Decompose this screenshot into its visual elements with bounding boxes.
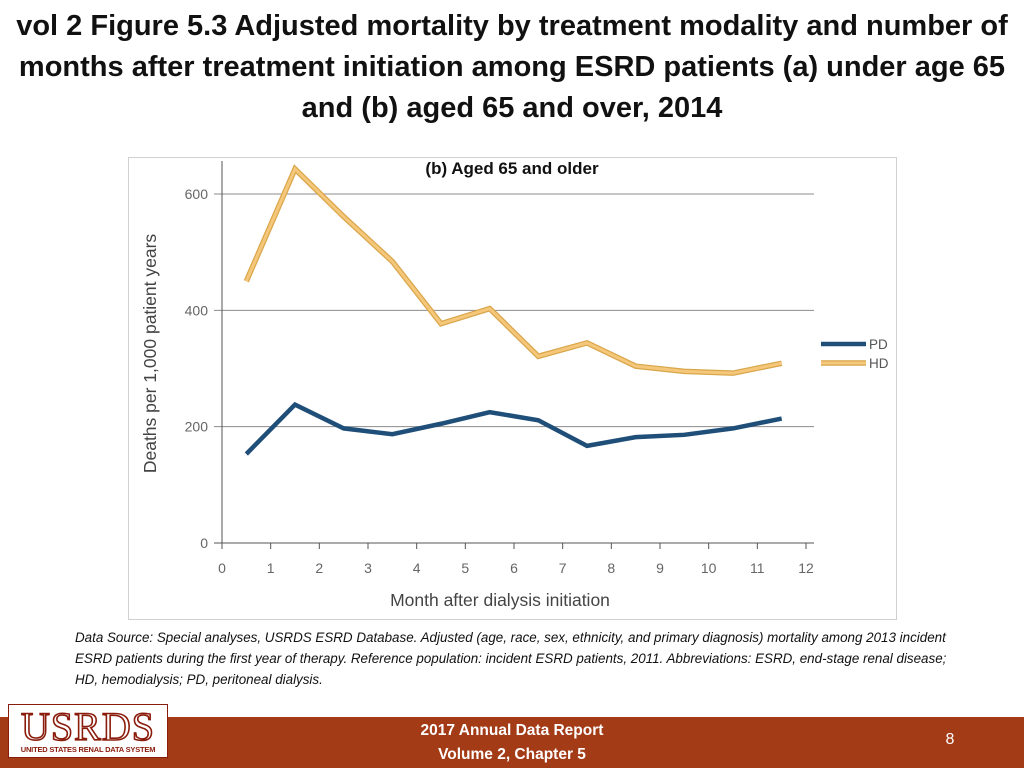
x-tick-label-5: 5 [461, 560, 469, 576]
legend-label-pd: PD [869, 337, 888, 352]
x-tick-label-3: 3 [364, 560, 372, 576]
report-title: 2017 Annual Data Report [420, 722, 604, 739]
chart-title: (b) Aged 65 and older [425, 159, 599, 178]
series-line-hd [244, 166, 782, 375]
x-tick-label-8: 8 [607, 560, 615, 576]
series-line-pd [244, 401, 783, 456]
y-tick-label-400: 400 [185, 302, 209, 318]
x-tick-label-6: 6 [510, 560, 518, 576]
legend-label-hd: HD [869, 356, 889, 371]
x-tick-label-0: 0 [218, 560, 226, 576]
y-tick-label-200: 200 [185, 419, 209, 435]
x-tick-label-12: 12 [798, 560, 814, 576]
x-tick-label-7: 7 [559, 560, 567, 576]
x-tick-label-2: 2 [315, 560, 323, 576]
x-tick-label-4: 4 [413, 560, 421, 576]
x-axis-title: Month after dialysis initiation [390, 590, 610, 610]
x-tick-label-9: 9 [656, 560, 664, 576]
logo-wordmark: USRDS [20, 703, 155, 750]
x-tick-label-10: 10 [701, 560, 717, 576]
x-tick-label-11: 11 [750, 560, 765, 576]
data-source-caption: Data Source: Special analyses, USRDS ESR… [75, 630, 947, 687]
chart-panel: (b) Aged 65 and older 0 200 400 600 0 1 2 3 4 5 6 7 8… [128, 157, 897, 620]
y-tick-label-0: 0 [200, 535, 208, 551]
page-number: 8 [945, 731, 955, 748]
y-axis-title: Deaths per 1,000 patient years [140, 234, 160, 474]
report-info: 2017 Annual Data Report Volume 2, Chapte… [362, 719, 662, 767]
x-tick-label-1: 1 [267, 560, 275, 576]
slide-title: vol 2 Figure 5.3 Adjusted mortality by t… [16, 10, 1008, 124]
report-volume: Volume 2, Chapter 5 [438, 746, 586, 763]
usrds-logo: USRDS UNITED STATES RENAL DATA SYSTEM [8, 703, 168, 758]
logo-subtext: UNITED STATES RENAL DATA SYSTEM [20, 745, 156, 754]
footer-band [0, 717, 1024, 768]
y-tick-label-600: 600 [185, 186, 209, 202]
